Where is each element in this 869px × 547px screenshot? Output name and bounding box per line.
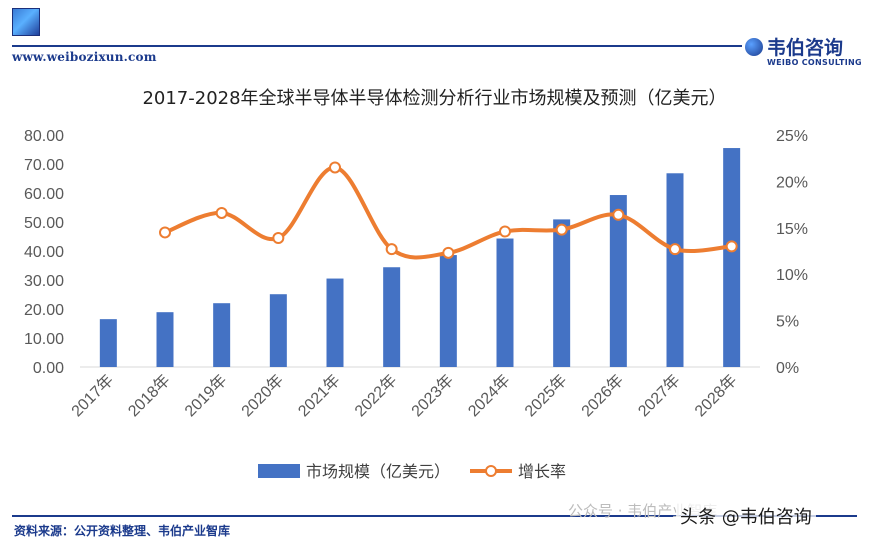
x-tick-label: 2021年 <box>295 371 344 420</box>
legend-line-label: 增长率 <box>518 462 566 481</box>
growth-point <box>555 223 568 236</box>
growth-point <box>499 225 511 238</box>
x-tick-label: 2028年 <box>691 371 740 420</box>
growth-point <box>329 161 341 174</box>
bar <box>99 319 117 367</box>
y-left-tick-label: 20.00 <box>24 302 64 319</box>
growth-point <box>442 246 455 259</box>
y-left-tick-label: 60.00 <box>24 186 64 203</box>
brand-name-en: WEIBO CONSULTING <box>767 58 862 67</box>
y-right-tick-label: 25% <box>776 128 808 145</box>
growth-point <box>215 206 228 219</box>
growth-point <box>612 208 625 221</box>
y-right-tick-label: 10% <box>776 267 808 284</box>
x-tick-label: 2017年 <box>68 371 117 420</box>
bar <box>439 255 457 367</box>
bar <box>269 294 287 367</box>
x-tick-label: 2026年 <box>578 371 627 420</box>
y-left-tick-label: 0.00 <box>33 360 64 377</box>
watermark-toutiao: 头条 @韦伯咨询 <box>676 503 816 529</box>
footer-rule <box>12 515 857 517</box>
x-tick-label: 2018年 <box>125 371 174 420</box>
x-tick-label: 2022年 <box>351 371 400 420</box>
legend-line-marker <box>485 465 497 477</box>
bar <box>213 303 231 367</box>
y-right-tick-label: 0% <box>776 360 799 377</box>
growth-point <box>159 226 171 239</box>
growth-line <box>163 165 734 260</box>
bar <box>383 267 401 367</box>
bar <box>553 219 571 367</box>
chart-title: 2017-2028年全球半导体半导体检测分析行业市场规模及预测（亿美元） <box>142 88 727 109</box>
source-note: 资料来源：公开资料整理、韦伯产业智库 <box>14 524 231 538</box>
legend-bar-label: 市场规模（亿美元） <box>306 462 450 481</box>
y-left-tick-label: 30.00 <box>24 273 64 290</box>
legend-bar-swatch <box>258 464 300 478</box>
bar <box>609 195 627 367</box>
growth-point <box>385 243 398 256</box>
x-tick-label: 2023年 <box>408 371 457 420</box>
x-tick-label: 2027年 <box>635 371 684 420</box>
header-rule <box>12 45 742 47</box>
brand-globe-icon <box>745 38 763 56</box>
y-left-tick-label: 50.00 <box>24 215 64 232</box>
growth-point <box>725 240 738 253</box>
growth-point <box>669 243 681 256</box>
y-left-tick-label: 70.00 <box>24 157 64 174</box>
brand-logo-square <box>12 8 40 36</box>
bar <box>666 173 684 367</box>
site-url: www.weibozixun.com <box>12 50 157 64</box>
x-tick-label: 2020年 <box>238 371 287 420</box>
x-tick-label: 2025年 <box>521 371 570 420</box>
y-left-tick-label: 40.00 <box>24 244 64 261</box>
x-tick-label: 2019年 <box>181 371 230 420</box>
growth-point <box>272 232 285 245</box>
x-tick-label: 2024年 <box>465 371 514 420</box>
y-right-tick-label: 15% <box>776 221 808 238</box>
y-right-tick-label: 5% <box>776 314 799 331</box>
brand-name-cn: 韦伯咨询 <box>767 37 844 59</box>
bar <box>156 312 174 367</box>
bar <box>496 238 514 367</box>
y-left-tick-label: 10.00 <box>24 331 64 348</box>
bar <box>723 148 741 367</box>
bar <box>326 278 344 367</box>
y-left-tick-label: 80.00 <box>24 128 64 145</box>
y-right-tick-label: 20% <box>776 174 808 191</box>
